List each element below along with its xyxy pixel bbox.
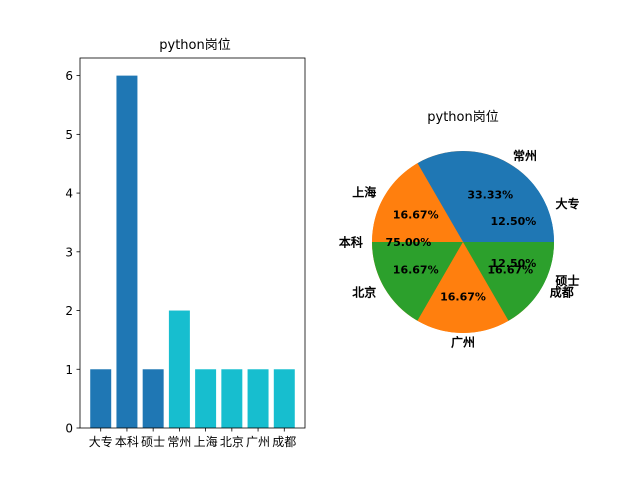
- x-tick-label: 本科: [115, 435, 139, 449]
- bar-上海: [195, 369, 217, 428]
- pie-label: 成都: [550, 285, 574, 300]
- pie-percent-label: 12.50%: [491, 215, 537, 228]
- pie-percent-label: 16.67%: [393, 263, 439, 276]
- pie-wedge-北京: [372, 242, 463, 321]
- pie-percent-label: 33.33%: [467, 189, 513, 202]
- bar-plot-frame: [79, 57, 306, 429]
- bar-北京: [221, 369, 243, 428]
- pie-labels: 大专 12.50% 本科 75.00% 硕士 12.50% 常州 33.33% 上海 16.67%…: [339, 148, 580, 350]
- pie-wedge-广州: [417, 242, 509, 333]
- pie-wedges: [372, 151, 554, 334]
- pie-percent-label: 16.67%: [440, 291, 486, 304]
- x-tick-label: 常州: [167, 435, 191, 449]
- y-tick-label: 1: [65, 363, 73, 377]
- bar-硕士: [142, 369, 164, 428]
- bar-plot-area: [90, 75, 295, 428]
- bar-广州: [247, 369, 269, 428]
- pie-wedge-成都: [463, 242, 554, 321]
- pie-wedge-常州: [417, 151, 554, 242]
- bar-y-axis: 0 1 2 3 4 5 6: [65, 69, 80, 436]
- bar-chart-title: python岗位: [159, 38, 230, 53]
- y-tick-label: 6: [65, 69, 73, 83]
- bar-成都: [273, 369, 295, 428]
- pie-label: 硕士: [555, 273, 579, 288]
- y-tick-label: 3: [65, 245, 73, 259]
- bar-常州: [168, 310, 190, 428]
- x-tick-label: 上海: [194, 434, 218, 449]
- bar-x-axis: 大专 本科 硕士 常州 上海 北京 广州 成都: [89, 428, 296, 449]
- pie-label: 大专: [555, 196, 579, 211]
- bar-本科: [116, 75, 138, 428]
- pie-label: 本科: [339, 235, 363, 250]
- y-tick-label: 2: [65, 304, 73, 318]
- pie-label: 常州: [513, 148, 537, 163]
- x-tick-label: 大专: [89, 434, 113, 449]
- pie-label: 上海: [352, 184, 376, 199]
- pie-percent-label: 16.67%: [487, 263, 533, 276]
- pie-chart-title: python岗位: [427, 110, 498, 125]
- pie-chart: python岗位 大专 12.50% 本科 75.00% 硕士 12.50% 常州 33.33…: [339, 110, 580, 350]
- x-tick-label: 成都: [272, 435, 296, 449]
- x-tick-label: 广州: [246, 435, 270, 449]
- bar-chart: python岗位 0 1 2 3 4 5 6 大专 本科 硕士 常州 上海 北京 广州 成都: [65, 38, 306, 449]
- pie-percent-label: 16.67%: [393, 209, 439, 222]
- bar-大专: [90, 369, 112, 428]
- y-tick-label: 0: [65, 422, 73, 436]
- y-tick-label: 5: [65, 128, 73, 142]
- y-tick-label: 4: [65, 187, 73, 201]
- x-tick-label: 硕士: [141, 435, 165, 449]
- pie-percent-label: 12.50%: [491, 257, 537, 270]
- pie-wedge-上海: [372, 163, 463, 242]
- pie-label: 北京: [352, 285, 376, 300]
- pie-percent-label: 75.00%: [385, 236, 431, 249]
- pie-label: 广州: [451, 335, 475, 350]
- x-tick-label: 北京: [220, 435, 244, 449]
